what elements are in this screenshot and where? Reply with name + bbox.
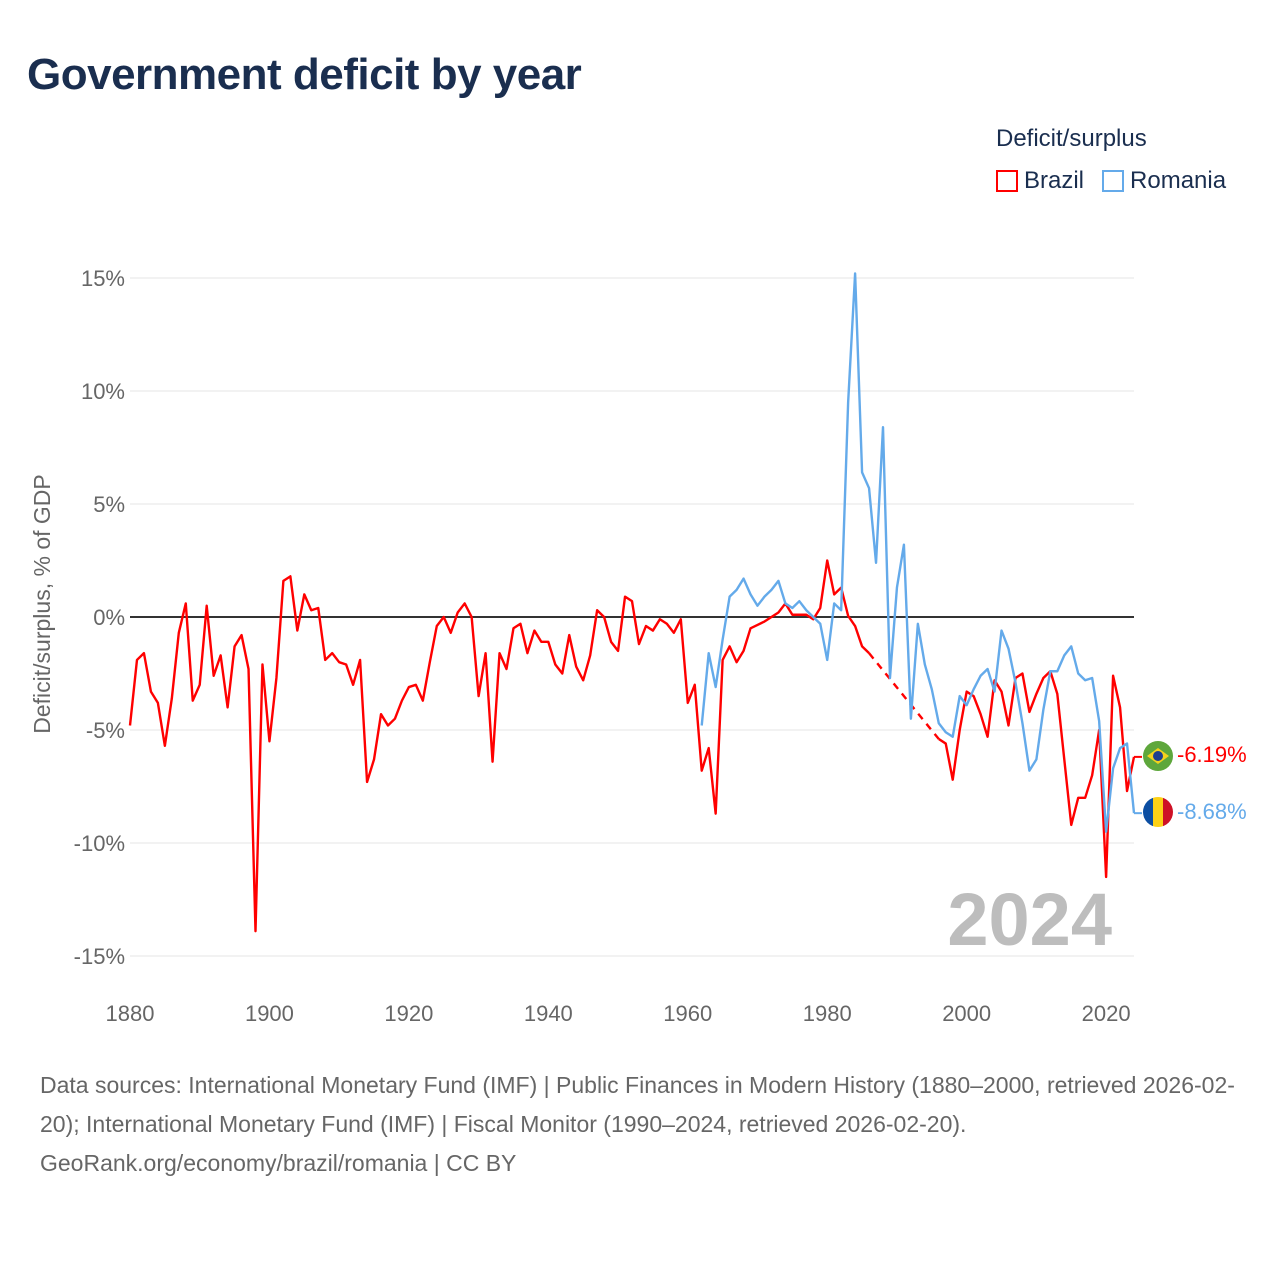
x-tick-label: 1880 (106, 1001, 155, 1026)
footer: Data sources: International Monetary Fun… (40, 1066, 1240, 1183)
chart-title: Government deficit by year (27, 50, 582, 99)
romania-flag-icon (1143, 797, 1173, 827)
y-tick-label: -5% (86, 718, 125, 743)
brazil-flag-icon (1143, 741, 1173, 771)
data-sources: Data sources: International Monetary Fun… (40, 1072, 1235, 1137)
romania-series-line (700, 272, 1136, 833)
x-tick-label: 1980 (803, 1001, 852, 1026)
brazil-series-line (128, 559, 870, 933)
brazil-end-label: -6.19% (1177, 742, 1247, 767)
x-tick-label: 1900 (245, 1001, 294, 1026)
legend-item-brazil[interactable]: Brazil (996, 167, 1084, 195)
y-tick-label: -15% (74, 944, 125, 969)
x-tick-label: 1960 (663, 1001, 712, 1026)
x-tick-label: 2020 (1082, 1001, 1131, 1026)
line-chart: 15% 10% 5% 0% -5% -10% -15% 1880 1900 1920 1940 19… (29, 266, 1247, 1026)
x-tick-label: 2000 (942, 1001, 991, 1026)
year-watermark: 2024 (947, 878, 1112, 961)
y-tick-label: 0% (93, 605, 125, 630)
y-axis-label: Deficit/surplus, % of GDP (29, 474, 55, 733)
legend-label-romania: Romania (1130, 167, 1227, 194)
legend-label-brazil: Brazil (1024, 167, 1085, 194)
legend-item-romania[interactable]: Romania (1102, 167, 1226, 195)
legend-swatch-brazil (996, 170, 1018, 192)
y-tick-label: 10% (81, 379, 125, 404)
x-tick-label: 1940 (524, 1001, 573, 1026)
legend-swatch-romania (1102, 170, 1125, 192)
legend: Brazil Romania (996, 167, 1226, 195)
y-tick-label: -10% (74, 831, 125, 856)
y-tick-label: 5% (93, 492, 125, 517)
credit-link[interactable]: GeoRank.org/economy/brazil/romania | CC … (40, 1150, 517, 1176)
brazil-gap-dashed-line (868, 652, 940, 740)
legend-title: Deficit/surplus (996, 125, 1147, 152)
romania-end-label: -8.68% (1177, 799, 1247, 824)
y-tick-label: 15% (81, 266, 125, 291)
x-tick-label: 1920 (384, 1001, 433, 1026)
